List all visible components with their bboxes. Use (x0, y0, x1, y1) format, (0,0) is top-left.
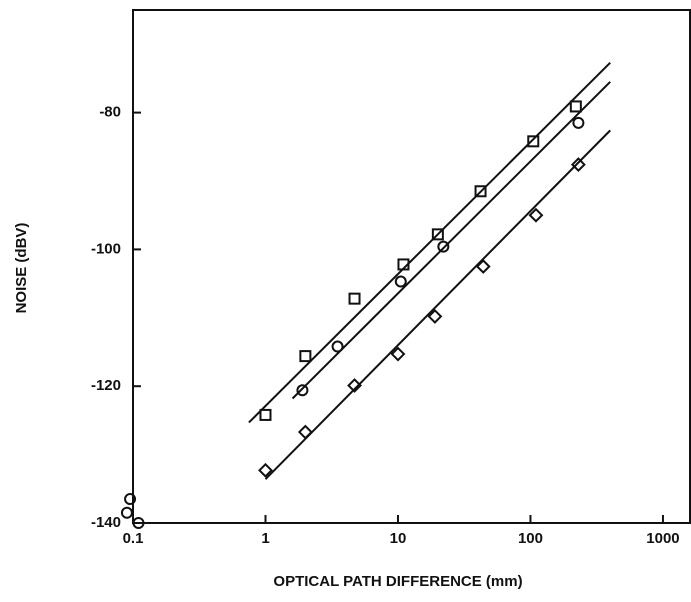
marker-circle (120, 506, 133, 519)
fit-line (291, 81, 611, 400)
fit-line (264, 129, 611, 480)
marker-square (431, 228, 444, 241)
y-axis-label: NOISE (dBV) (13, 223, 30, 314)
marker-square (569, 100, 582, 113)
marker-circle (132, 517, 145, 529)
y-tick-label: -100 (91, 240, 121, 257)
marker-diamond (297, 424, 313, 440)
x-tick-label: 10 (390, 530, 407, 547)
marker-circle (437, 240, 450, 253)
marker-square (299, 350, 312, 363)
marker-square (474, 185, 487, 198)
marker-diamond (347, 378, 362, 393)
x-tick-label: 1000 (646, 530, 679, 547)
fit-line (248, 61, 611, 424)
marker-diamond (427, 309, 443, 324)
y-tick-label: -80 (99, 104, 121, 121)
marker-circle (331, 340, 344, 353)
x-axis-label: OPTICAL PATH DIFFERENCE (mm) (273, 573, 522, 590)
x-tick-label: 0.1 (123, 530, 144, 547)
marker-diamond (570, 157, 586, 172)
marker-diamond (528, 207, 544, 223)
marker-circle (394, 275, 407, 288)
marker-circle (296, 384, 309, 397)
marker-diamond (390, 346, 406, 362)
marker-diamond (475, 259, 491, 274)
marker-circle (572, 116, 585, 129)
y-tick-label: -140 (91, 514, 121, 531)
marker-square (397, 258, 410, 271)
x-tick-label: 100 (518, 530, 543, 547)
marker-square (259, 408, 272, 421)
marker-square (348, 292, 361, 305)
plot-frame (132, 9, 691, 524)
marker-square (527, 135, 540, 148)
marker-diamond (258, 462, 273, 478)
marker-circle (124, 493, 137, 506)
y-tick-label: -120 (91, 377, 121, 394)
x-tick-label: 1 (261, 530, 269, 547)
